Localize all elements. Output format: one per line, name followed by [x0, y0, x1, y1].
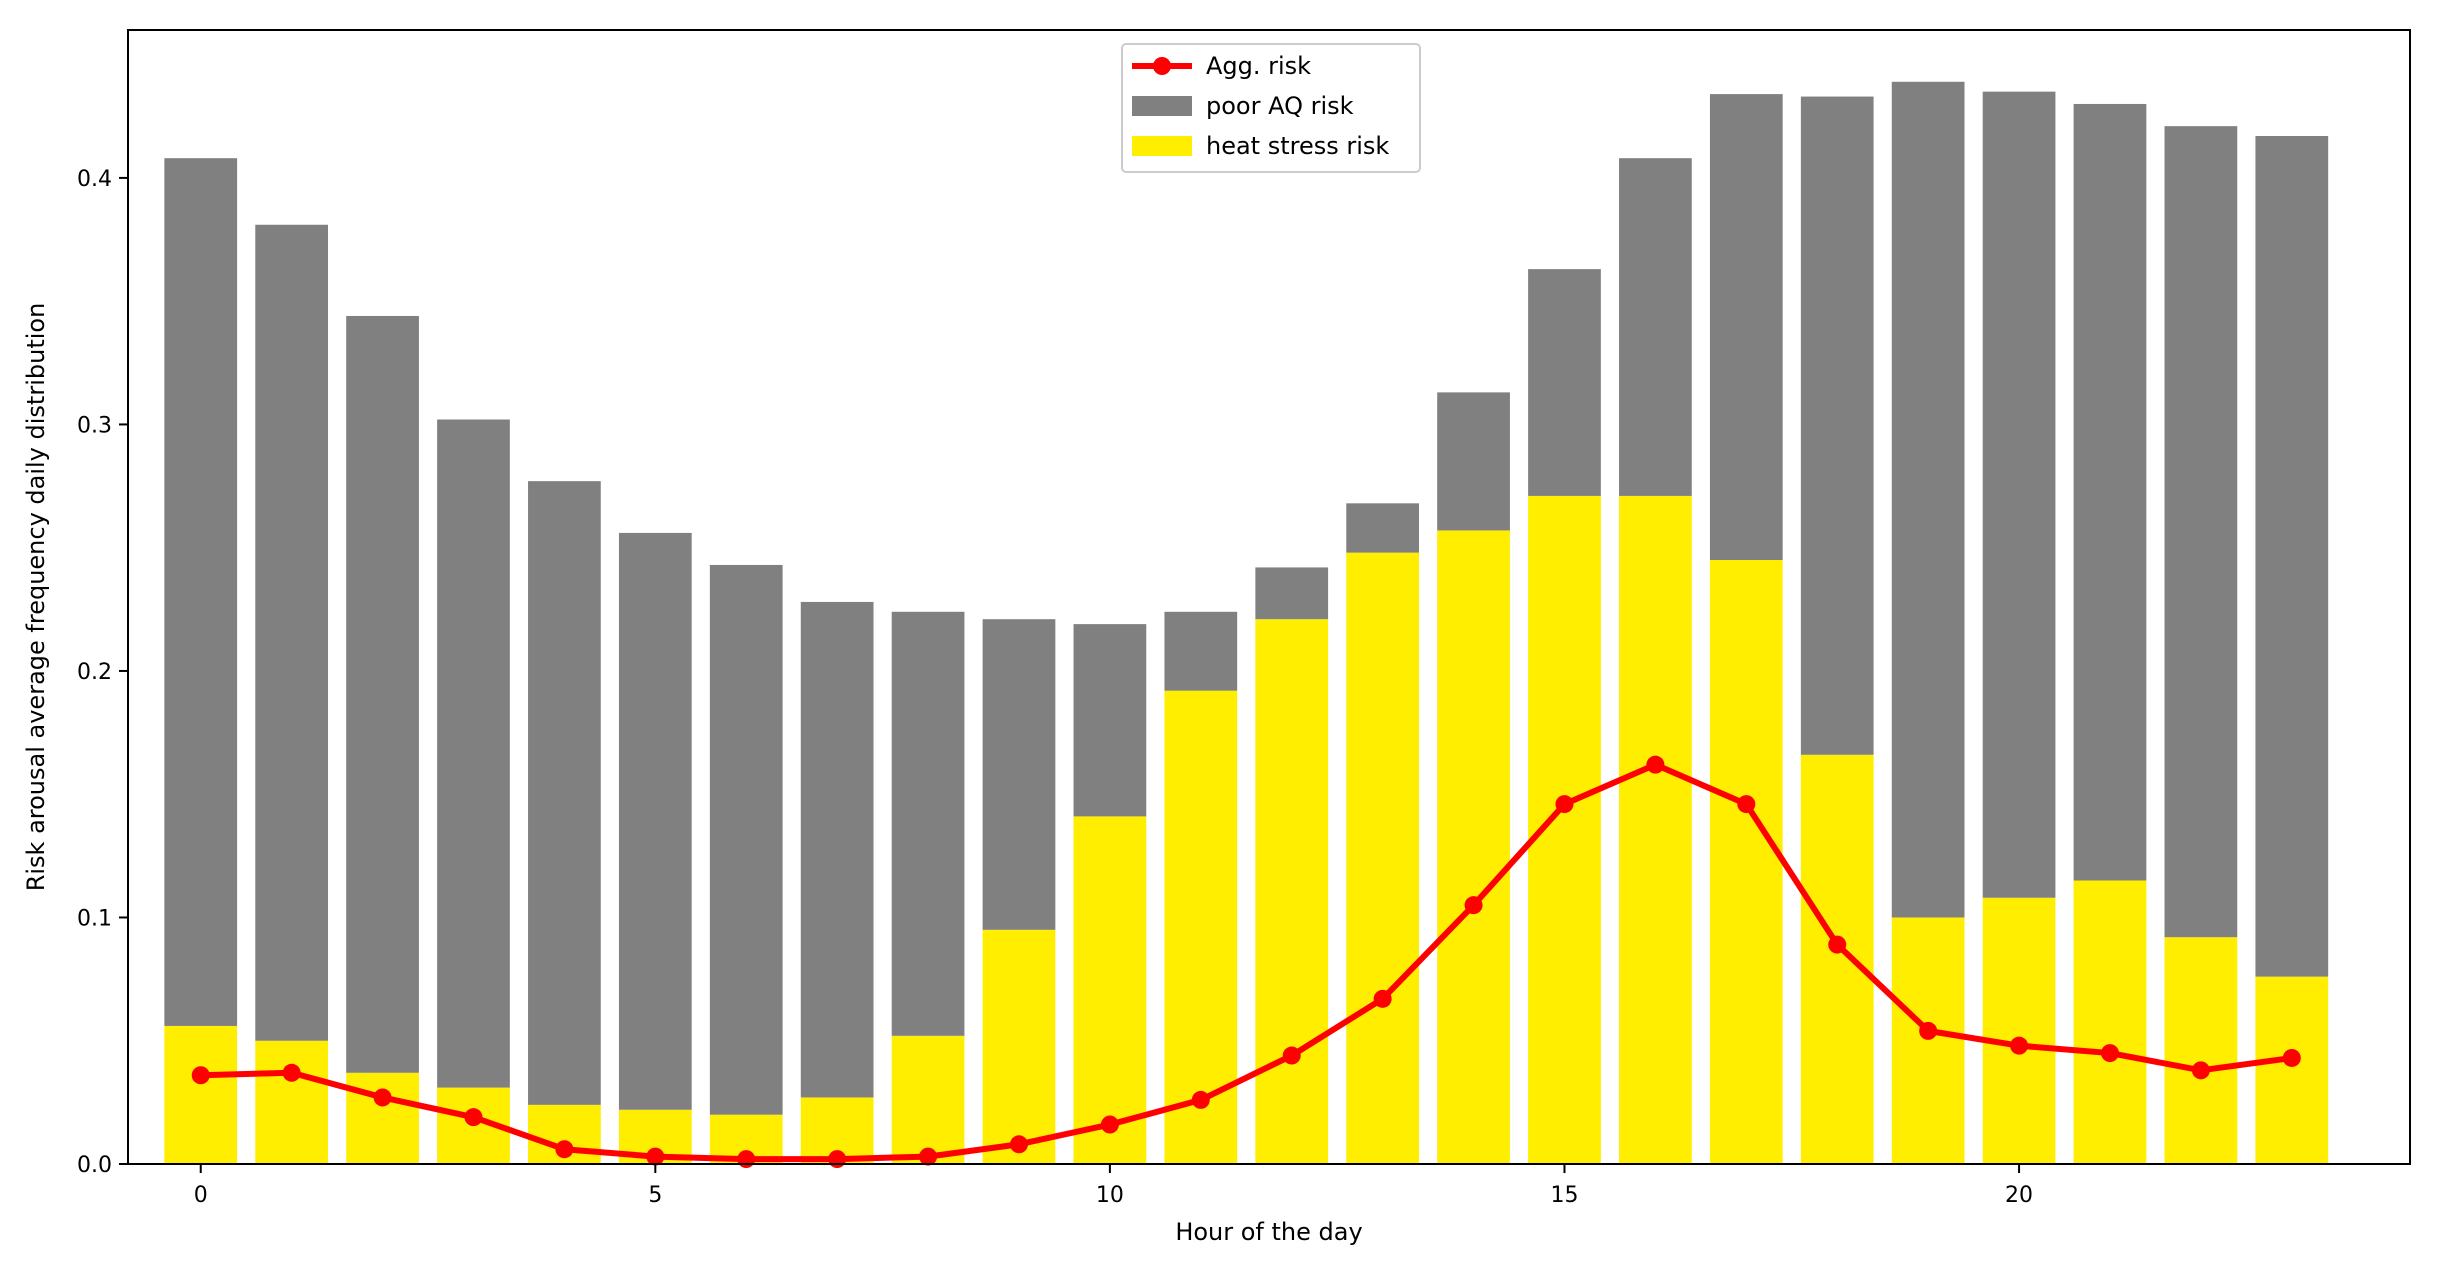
agg-risk-point-14 — [1464, 896, 1483, 915]
poor-aq-risk-bar-18 — [1800, 96, 1874, 755]
agg-risk-point-20 — [2010, 1036, 2029, 1055]
poor-aq-risk-bar-8 — [891, 611, 965, 1036]
poor-aq-risk-bar-15 — [1528, 269, 1601, 496]
legend-label-heat-stress-risk: heat stress risk — [1206, 132, 1389, 160]
poor-aq-risk-bar-12 — [1255, 567, 1329, 620]
heat-stress-risk-bar-1 — [255, 1040, 329, 1164]
poor-aq-risk-bar-22 — [2164, 126, 2238, 938]
heat-stress-risk-bar-20 — [1982, 897, 2056, 1164]
x-axis-title: Hour of the day — [1175, 1218, 1362, 1246]
agg-risk-point-6 — [737, 1150, 756, 1169]
agg-risk-point-4 — [555, 1140, 574, 1159]
agg-risk-point-8 — [919, 1147, 938, 1166]
y-axis: 0.0 0.1 0.2 0.3 0.4 — [77, 167, 128, 1178]
agg-risk-point-5 — [646, 1147, 665, 1166]
agg-risk-point-19 — [1919, 1021, 1938, 1040]
y-axis-title: Risk arousal average frequency daily dis… — [22, 303, 50, 892]
agg-risk-line — [200, 761, 2293, 1163]
y-tick-label-0.3: 0.3 — [77, 413, 112, 438]
poor-aq-risk-bar-23 — [2255, 136, 2329, 977]
poor-aq-risk-bar-16 — [1619, 158, 1692, 496]
plot-area-frame — [127, 29, 2411, 1165]
agg-risk-point-13 — [1373, 989, 1392, 1008]
legend-box — [1121, 43, 1421, 173]
legend-label-agg-risk: Agg. risk — [1206, 52, 1311, 80]
poor-aq-risk-bar-2 — [346, 315, 419, 1073]
heat-stress-risk-bar-17 — [1709, 560, 1783, 1164]
poor-aq-risk-bar-6 — [709, 564, 783, 1115]
poor-aq-risk-bar-4 — [528, 481, 601, 1105]
agg-risk-point-17 — [1737, 795, 1756, 814]
poor-aq-risk-bar-3 — [437, 419, 510, 1088]
y-tick-label-0.1: 0.1 — [77, 906, 112, 931]
agg-risk-point-1 — [282, 1063, 301, 1082]
x-tick-label-0: 0 — [194, 1183, 208, 1208]
agg-risk-point-12 — [1282, 1046, 1301, 1065]
heat-stress-risk-bar-16 — [1619, 495, 1692, 1164]
poor-aq-risk-bar-11 — [1164, 611, 1238, 691]
heat-stress-risk-bar-14 — [1437, 530, 1510, 1164]
agg-risk-point-23 — [2282, 1048, 2301, 1067]
y-tick-label-0.4: 0.4 — [77, 167, 112, 192]
poor-aq-risk-bar-5 — [618, 532, 692, 1110]
poor-aq-risk-bar-13 — [1346, 503, 1420, 553]
x-tick-label-10: 10 — [1096, 1183, 1124, 1208]
agg-risk-point-11 — [1191, 1090, 1210, 1109]
bars-layer — [164, 81, 2329, 1164]
x-tick-label-20: 20 — [2005, 1183, 2033, 1208]
heat-stress-risk-bar-0 — [164, 1025, 238, 1164]
heat-stress-risk-bar-12 — [1255, 619, 1329, 1164]
poor-aq-risk-bar-14 — [1437, 392, 1510, 531]
line-layer — [191, 755, 2301, 1169]
agg-risk-point-15 — [1555, 795, 1574, 814]
poor-aq-risk-bar-20 — [1982, 91, 2056, 898]
heat-stress-risk-bar-23 — [2255, 976, 2329, 1164]
heat-stress-risk-bar-9 — [982, 929, 1056, 1164]
x-axis: 0 5 10 15 20 — [194, 1164, 2033, 1208]
poor-aq-risk-bar-17 — [1709, 94, 1783, 561]
y-tick-label-0: 0.0 — [77, 1153, 112, 1178]
legend-swatch-heat-stress-risk — [1132, 136, 1192, 156]
poor-aq-risk-bar-7 — [800, 601, 874, 1098]
y-tick-label-0.2: 0.2 — [77, 660, 112, 685]
agg-risk-point-7 — [828, 1150, 847, 1169]
agg-risk-point-9 — [1009, 1135, 1028, 1154]
agg-risk-point-21 — [2100, 1044, 2119, 1063]
heat-stress-risk-bar-8 — [891, 1035, 965, 1164]
poor-aq-risk-bar-21 — [2073, 103, 2147, 881]
heat-stress-risk-bar-22 — [2164, 937, 2238, 1164]
poor-aq-risk-bar-10 — [1073, 624, 1147, 817]
x-tick-label-5: 5 — [648, 1183, 662, 1208]
heat-stress-risk-bar-13 — [1346, 552, 1420, 1164]
heat-stress-risk-bar-21 — [2073, 880, 2147, 1164]
agg-risk-point-22 — [2191, 1061, 2210, 1080]
poor-aq-risk-bar-19 — [1891, 81, 1965, 918]
x-tick-label-15: 15 — [1550, 1183, 1578, 1208]
poor-aq-risk-bar-9 — [982, 619, 1056, 930]
heat-stress-risk-bar-18 — [1800, 754, 1874, 1164]
poor-aq-risk-bar-1 — [255, 224, 329, 1041]
agg-risk-point-2 — [373, 1088, 392, 1107]
agg-risk-point-0 — [191, 1066, 210, 1085]
legend-label-poor-aq-risk: poor AQ risk — [1206, 92, 1354, 120]
heat-stress-risk-bar-2 — [346, 1072, 419, 1164]
legend-marker-agg-risk — [1153, 57, 1171, 75]
heat-stress-risk-bar-19 — [1891, 917, 1965, 1164]
agg-risk-point-3 — [464, 1108, 483, 1127]
poor-aq-risk-bar-0 — [164, 158, 238, 1026]
legend: Agg. risk poor AQ risk heat stress risk — [1121, 43, 1421, 173]
agg-risk-point-18 — [1828, 935, 1847, 954]
heat-stress-risk-bar-10 — [1073, 816, 1147, 1164]
agg-risk-point-10 — [1100, 1115, 1119, 1134]
legend-swatch-poor-aq-risk — [1132, 96, 1192, 116]
agg-risk-point-16 — [1646, 755, 1665, 774]
